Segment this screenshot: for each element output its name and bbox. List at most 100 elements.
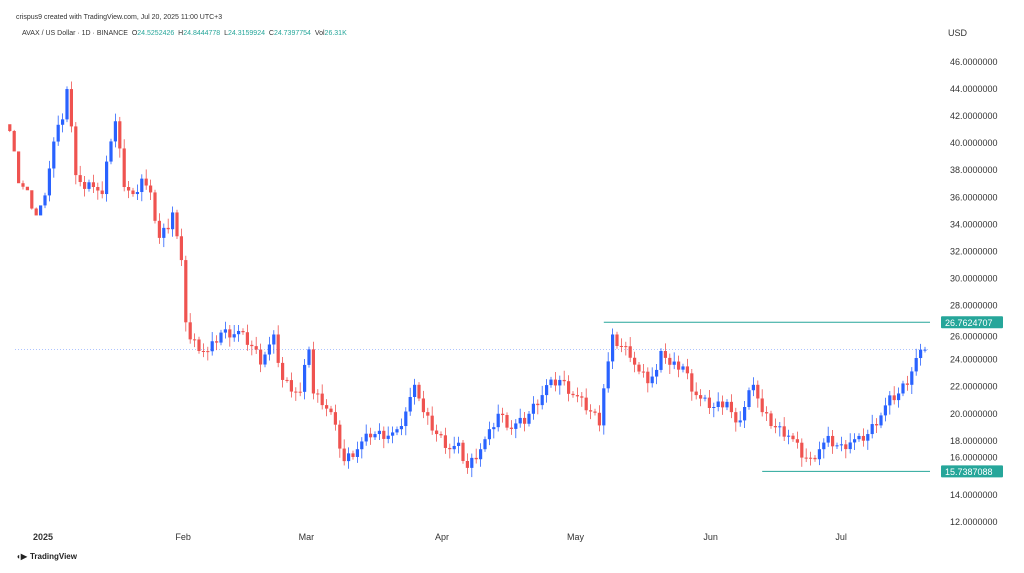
candle-body xyxy=(245,332,249,345)
price-level-label: 15.7387088 xyxy=(945,467,993,477)
y-tick-label: 42.0000000 xyxy=(950,111,998,121)
candle-body xyxy=(87,182,91,189)
candle-body xyxy=(580,396,584,398)
candle-body xyxy=(602,388,606,426)
y-tick-label: 26.0000000 xyxy=(950,331,998,341)
candle-body xyxy=(795,439,799,443)
candle-body xyxy=(747,390,751,407)
candle-body xyxy=(791,435,795,440)
candle-body xyxy=(721,401,725,408)
candle-body xyxy=(373,434,377,438)
candle-body xyxy=(501,413,505,416)
tradingview-icon: ◖▶ xyxy=(16,552,27,561)
y-tick-label: 30.0000000 xyxy=(950,273,998,283)
y-tick-label: 46.0000000 xyxy=(950,57,998,67)
candle-body xyxy=(905,383,909,385)
candle-body xyxy=(342,448,346,462)
candle-body xyxy=(439,434,443,436)
candle-body xyxy=(668,357,672,365)
candle-body xyxy=(536,403,540,406)
high-value: 24.8444778 xyxy=(183,30,221,37)
y-tick-label: 44.0000000 xyxy=(950,84,998,94)
candle-body xyxy=(237,330,241,335)
candle-body xyxy=(681,366,685,370)
candle-body xyxy=(725,401,729,408)
candle-body xyxy=(782,426,786,437)
candle-body xyxy=(69,89,73,127)
high-label: H xyxy=(178,30,184,37)
candle-body xyxy=(751,384,755,391)
candle-body xyxy=(426,412,430,416)
candle-body xyxy=(857,435,861,440)
candle-body xyxy=(83,182,87,189)
candle-body xyxy=(206,351,210,353)
candle-body xyxy=(672,361,676,365)
candle-body xyxy=(276,334,280,363)
close-value: 24.7397754 xyxy=(273,30,311,37)
candle-body xyxy=(408,396,412,412)
candle-body xyxy=(923,349,927,351)
candle-body xyxy=(8,124,12,131)
candle-body xyxy=(883,405,887,416)
x-tick-label: Apr xyxy=(435,532,449,542)
chart-credit: crispus9 created with TradingView.com, J… xyxy=(16,14,223,21)
candle-body xyxy=(166,227,170,230)
candle-body xyxy=(52,141,56,169)
candle-body xyxy=(892,395,896,401)
candle-body xyxy=(285,379,289,381)
candle-body xyxy=(879,415,883,426)
candle-body xyxy=(421,398,425,413)
candle-body xyxy=(619,345,623,347)
candle-body xyxy=(333,412,337,425)
candle-body xyxy=(716,401,720,407)
candle-body xyxy=(875,424,879,426)
tradingview-logo[interactable]: ◖▶ TradingView xyxy=(16,552,77,561)
candle-body xyxy=(272,334,276,345)
candle-body xyxy=(470,457,474,468)
candle-body xyxy=(303,364,307,392)
y-tick-label: 28.0000000 xyxy=(950,301,998,311)
candle-body xyxy=(382,430,386,439)
candle-body xyxy=(39,205,43,216)
candle-body xyxy=(483,439,487,450)
candle-body xyxy=(435,430,439,435)
x-tick-label: Jul xyxy=(835,532,847,542)
candle-body xyxy=(413,384,417,397)
candle-body xyxy=(888,395,892,406)
candle-body xyxy=(866,434,870,441)
candle-body xyxy=(734,412,738,423)
candle-body xyxy=(360,441,364,450)
candle-body xyxy=(417,384,421,399)
price-level-label: 26.7624707 xyxy=(945,318,993,328)
candle-body xyxy=(646,371,650,384)
candle-body xyxy=(395,429,399,433)
candle-body xyxy=(549,379,553,386)
y-tick-label: 38.0000000 xyxy=(950,165,998,175)
candle-body xyxy=(637,364,641,372)
candle-body xyxy=(201,350,205,352)
candle-body xyxy=(281,362,285,380)
candle-body xyxy=(241,330,245,333)
candle-body xyxy=(175,212,179,237)
candle-body xyxy=(118,121,122,149)
candle-body xyxy=(800,442,804,458)
candle-body xyxy=(325,405,329,409)
candle-body xyxy=(61,119,65,125)
candle-body xyxy=(655,369,659,377)
candle-body xyxy=(787,435,791,437)
candle-body xyxy=(822,442,826,450)
candle-body xyxy=(171,212,175,230)
candle-body xyxy=(267,344,271,355)
candle-body xyxy=(188,322,192,340)
candle-body xyxy=(611,334,615,362)
y-tick-label: 24.0000000 xyxy=(950,355,998,365)
candle-body xyxy=(743,407,747,421)
candle-body xyxy=(835,445,839,447)
candle-body xyxy=(897,393,901,401)
candle-body xyxy=(487,429,491,440)
candle-body xyxy=(677,361,681,370)
price-level-tag xyxy=(941,465,1003,478)
candle-body xyxy=(540,395,544,406)
